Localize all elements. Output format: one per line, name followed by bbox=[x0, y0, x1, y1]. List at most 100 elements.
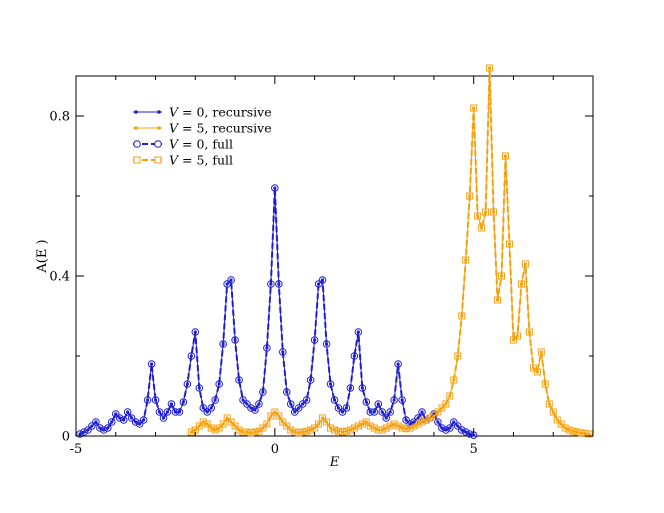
data-point bbox=[456, 424, 460, 428]
legend-label: V = 0, full bbox=[169, 136, 233, 151]
data-point bbox=[452, 378, 456, 382]
data-point bbox=[519, 282, 524, 286]
data-point bbox=[297, 431, 301, 435]
data-point bbox=[362, 398, 371, 406]
data-point bbox=[215, 424, 223, 432]
data-point bbox=[503, 154, 508, 158]
data-point bbox=[187, 428, 195, 436]
data-point bbox=[293, 410, 297, 414]
data-point bbox=[127, 414, 136, 422]
plot-frame bbox=[75, 75, 594, 437]
data-point bbox=[185, 382, 189, 386]
legend-entry: V = 5, recursive bbox=[133, 120, 272, 135]
data-point bbox=[484, 210, 488, 214]
data-point bbox=[446, 424, 454, 432]
data-point bbox=[237, 428, 241, 432]
data-point bbox=[305, 429, 309, 433]
data-point bbox=[209, 426, 213, 430]
legend-label: V = 5, recursive bbox=[169, 120, 272, 135]
data-point bbox=[426, 414, 434, 422]
data-point bbox=[277, 414, 281, 418]
data-point bbox=[327, 424, 335, 432]
data-point bbox=[245, 430, 249, 434]
legend-swatch-marker bbox=[133, 140, 141, 148]
data-point bbox=[139, 416, 148, 424]
data-point bbox=[555, 418, 559, 422]
data-point bbox=[434, 418, 442, 426]
data-point bbox=[320, 416, 325, 420]
data-point bbox=[265, 346, 269, 350]
data-point bbox=[119, 416, 128, 424]
data-point bbox=[203, 408, 212, 416]
data-point bbox=[241, 398, 245, 402]
data-point bbox=[324, 420, 329, 424]
data-point bbox=[249, 406, 253, 410]
data-point bbox=[330, 396, 339, 404]
data-point bbox=[362, 418, 370, 426]
data-point bbox=[115, 414, 124, 422]
data-point bbox=[189, 354, 193, 358]
data-point bbox=[523, 262, 527, 266]
data-point bbox=[309, 428, 313, 432]
data-point bbox=[279, 418, 287, 426]
data-point bbox=[261, 390, 265, 394]
data-point bbox=[360, 422, 364, 426]
data-point bbox=[199, 404, 208, 412]
data-point bbox=[495, 298, 500, 302]
data-point bbox=[416, 422, 420, 426]
data-point bbox=[281, 420, 285, 424]
data-point bbox=[233, 338, 237, 342]
data-point bbox=[294, 404, 303, 412]
data-point bbox=[350, 424, 358, 432]
data-point bbox=[123, 408, 132, 416]
data-point bbox=[320, 278, 325, 282]
data-point bbox=[88, 422, 96, 430]
data-point bbox=[450, 418, 458, 426]
x-tick-label: 5 bbox=[470, 442, 478, 457]
data-point bbox=[177, 410, 181, 414]
data-point bbox=[438, 424, 446, 432]
data-point bbox=[456, 354, 460, 358]
data-point bbox=[235, 426, 243, 434]
data-point bbox=[104, 424, 112, 432]
data-point bbox=[201, 420, 205, 424]
data-point bbox=[480, 226, 484, 230]
data-point bbox=[390, 420, 398, 428]
data-point bbox=[376, 402, 380, 406]
data-point bbox=[179, 398, 188, 406]
x-tick-label: -5 bbox=[70, 442, 83, 457]
data-point bbox=[193, 330, 197, 334]
legend-entry: V = 0, recursive bbox=[133, 104, 272, 119]
legend-label-rest: = 0, full bbox=[178, 136, 233, 151]
data-point bbox=[221, 342, 225, 346]
data-point bbox=[219, 420, 227, 428]
data-point bbox=[549, 408, 557, 416]
data-point bbox=[488, 66, 492, 70]
data-point bbox=[354, 422, 362, 430]
data-point bbox=[110, 420, 114, 424]
data-point bbox=[366, 422, 374, 430]
data-point bbox=[309, 378, 313, 382]
data-point bbox=[468, 194, 472, 198]
data-point bbox=[197, 424, 201, 428]
data-point bbox=[245, 402, 249, 406]
data-point bbox=[126, 410, 130, 414]
data-point bbox=[380, 428, 384, 432]
data-point bbox=[157, 410, 162, 414]
data-point bbox=[352, 426, 356, 430]
data-point bbox=[287, 426, 295, 434]
data-point bbox=[476, 214, 480, 218]
data-point bbox=[448, 426, 452, 430]
legend-label-var: V bbox=[169, 120, 180, 135]
data-point bbox=[181, 400, 185, 404]
legend-swatch-marker bbox=[134, 110, 138, 114]
data-point bbox=[372, 426, 376, 430]
data-point bbox=[461, 428, 470, 436]
data-point bbox=[92, 418, 100, 426]
data-point bbox=[301, 430, 305, 434]
data-point bbox=[313, 338, 317, 342]
data-point bbox=[531, 366, 535, 370]
data-point bbox=[332, 428, 337, 432]
data-point bbox=[86, 428, 90, 432]
legend-swatch-marker bbox=[157, 110, 161, 114]
